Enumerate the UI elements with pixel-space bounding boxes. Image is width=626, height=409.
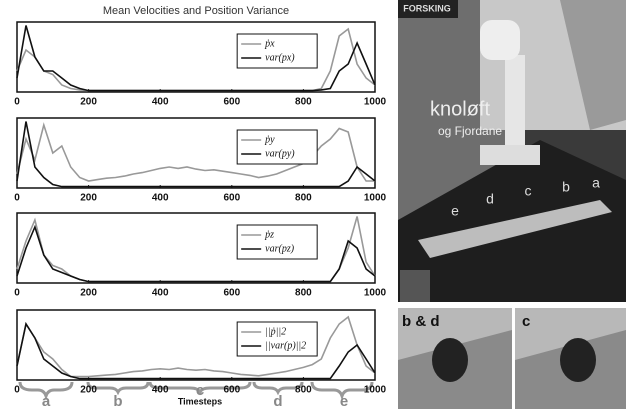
phase-label: e: [340, 393, 348, 409]
legend-label: ||ṗ||2: [265, 326, 286, 337]
x-tick-label: 0: [14, 385, 20, 396]
x-tick-label: 1000: [364, 288, 387, 299]
photo-phase: b: [562, 179, 570, 195]
plot-frame: [17, 118, 375, 188]
photo-inset-right: c: [515, 308, 626, 409]
photo-text: c: [522, 313, 530, 330]
x-axis-label: Timesteps: [178, 396, 222, 406]
legend-label: var(pz): [265, 243, 295, 254]
x-tick-label: 600: [223, 97, 240, 108]
x-tick-label: 1000: [364, 385, 387, 396]
x-tick-label: 400: [152, 288, 169, 299]
figure: Mean Velocities and Position Variance a …: [0, 0, 626, 409]
plot-frame: [17, 22, 375, 92]
photo-phase: e: [451, 203, 459, 219]
x-tick-label: 600: [223, 193, 240, 204]
x-tick-label: 200: [80, 193, 97, 204]
photo-phase: a: [592, 175, 600, 191]
x-tick-label: 800: [295, 385, 312, 396]
photo-phase: c: [525, 183, 532, 199]
legend-label: ||var(p)||2: [265, 340, 306, 351]
photo-text: og Fjordane: [438, 124, 502, 138]
phase-label: a: [42, 393, 51, 409]
phase-label: b: [113, 393, 122, 409]
photo-main: FORSKING knoløft og Fjordane e d c b a: [398, 0, 626, 302]
x-tick-label: 0: [14, 193, 20, 204]
figure-title: Mean Velocities and Position Variance: [103, 5, 289, 17]
plot-frame: [17, 213, 375, 283]
x-tick-label: 600: [223, 385, 240, 396]
x-tick-label: 200: [80, 385, 97, 396]
x-tick-label: 200: [80, 97, 97, 108]
photo-text: b & d: [402, 313, 440, 330]
x-tick-label: 400: [152, 193, 169, 204]
x-tick-label: 600: [223, 288, 240, 299]
photo-text: FORSKING: [403, 3, 451, 13]
x-tick-label: 800: [295, 288, 312, 299]
phase-label: d: [273, 393, 282, 409]
x-tick-label: 1000: [364, 97, 387, 108]
photo-phase: d: [486, 191, 494, 207]
x-tick-label: 400: [152, 385, 169, 396]
legend-label: var(px): [265, 52, 295, 63]
legend-label: ṗy: [264, 134, 275, 145]
x-tick-label: 0: [14, 97, 20, 108]
photo-text: knoløft: [430, 98, 490, 120]
x-tick-label: 200: [80, 288, 97, 299]
photo-inset-left: b & d: [398, 308, 512, 409]
x-tick-label: 800: [295, 193, 312, 204]
x-tick-label: 800: [295, 97, 312, 108]
x-tick-label: 0: [14, 288, 20, 299]
x-tick-label: 400: [152, 97, 169, 108]
legend-label: ṗz: [264, 229, 274, 240]
legend-label: var(py): [265, 148, 295, 159]
x-tick-label: 1000: [364, 193, 387, 204]
legend-label: ṗx: [264, 38, 275, 49]
